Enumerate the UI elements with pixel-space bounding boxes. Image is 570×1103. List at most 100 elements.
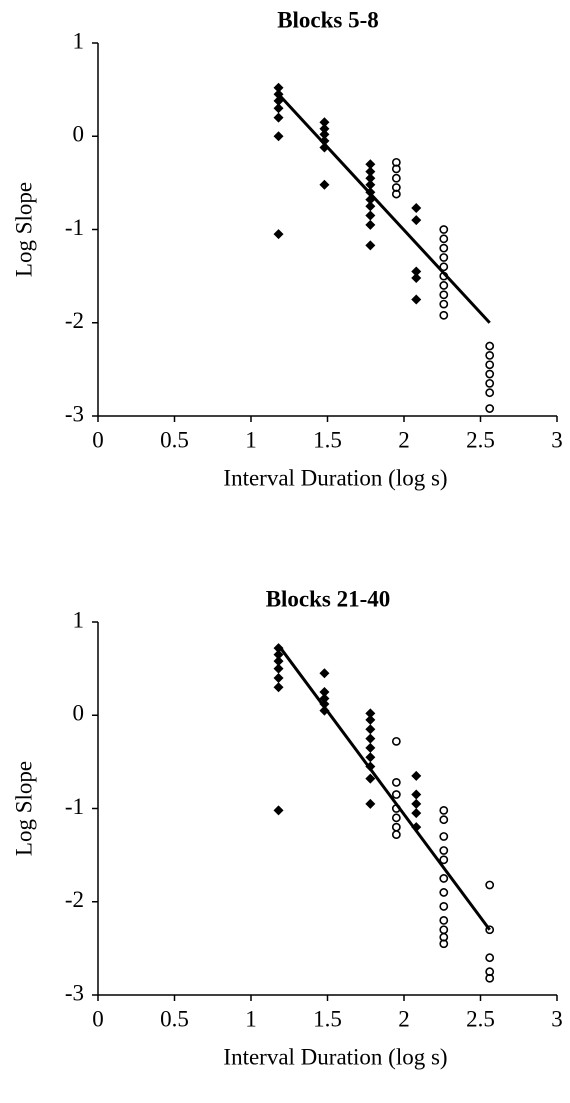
diamond-point xyxy=(411,770,422,781)
x-tick-label: 0 xyxy=(92,427,104,452)
diamond-point xyxy=(319,129,330,140)
diamond-point xyxy=(365,798,376,809)
x-tick-label: 1.5 xyxy=(313,1006,342,1031)
y-tick-label: -2 xyxy=(65,887,84,912)
diamond-point xyxy=(319,668,330,679)
diamond-point xyxy=(273,82,284,93)
circle-point xyxy=(485,880,495,890)
diamond-point xyxy=(273,672,284,683)
diamond-point xyxy=(411,789,422,800)
circle-point xyxy=(439,310,449,320)
diamond-point xyxy=(273,656,284,667)
circle-point xyxy=(439,290,449,300)
x-tick-label: 1 xyxy=(245,427,257,452)
fit-line xyxy=(277,644,491,931)
circle-point xyxy=(439,225,449,234)
diamond-point xyxy=(411,822,422,833)
y-tick-label: -3 xyxy=(65,980,84,1005)
circle-point xyxy=(391,164,401,174)
diamond-point xyxy=(411,294,422,305)
diamond-point xyxy=(411,266,422,277)
circle-point xyxy=(439,874,449,883)
diamond-point xyxy=(365,742,376,753)
diamond-point xyxy=(365,219,376,230)
diamond-point xyxy=(319,117,330,128)
y-tick-label: 0 xyxy=(73,122,85,147)
y-tick-label: -1 xyxy=(65,215,84,240)
diamond-point xyxy=(319,135,330,146)
diamond-point xyxy=(319,686,330,697)
diamond-point xyxy=(319,705,330,716)
diamond-point xyxy=(365,210,376,221)
x-tick-label: 0.5 xyxy=(160,427,189,452)
diamond-point xyxy=(411,798,422,809)
circle-point xyxy=(391,822,401,832)
chart-title: Blocks 21-40 xyxy=(266,586,391,611)
x-tick-label: 2.5 xyxy=(466,1006,495,1031)
x-tick-label: 3 xyxy=(551,1006,563,1031)
circle-point xyxy=(485,341,495,351)
diamond-point xyxy=(273,805,284,816)
diamond-point xyxy=(365,761,376,772)
circle-point xyxy=(439,805,449,815)
diamond-point xyxy=(365,166,376,177)
circle-point xyxy=(439,855,449,865)
diamond-point xyxy=(319,123,330,134)
circle-point xyxy=(439,271,449,281)
diamond-point xyxy=(273,112,284,123)
chart-title: Blocks 5-8 xyxy=(277,7,379,32)
y-axis-label: Log Slope xyxy=(11,182,36,277)
circle-point xyxy=(391,790,401,799)
circle-point xyxy=(485,350,495,360)
diamond-point xyxy=(365,733,376,744)
x-tick-label: 1 xyxy=(245,1006,257,1031)
diamond-point xyxy=(365,773,376,784)
diamond-point xyxy=(365,724,376,735)
y-tick-label: 1 xyxy=(73,28,85,53)
circle-point xyxy=(439,253,449,262)
circle-point xyxy=(485,925,495,935)
diamond-point xyxy=(365,201,376,212)
x-axis-label: Interval Duration (log s) xyxy=(223,1044,447,1069)
circle-point xyxy=(485,388,495,398)
diamond-point xyxy=(365,194,376,205)
diamond-point xyxy=(411,215,422,226)
x-tick-label: 2 xyxy=(398,427,410,452)
y-tick-label: -3 xyxy=(65,401,84,426)
x-tick-label: 2 xyxy=(398,1006,410,1031)
circle-point xyxy=(439,234,449,244)
diamond-point xyxy=(411,272,422,283)
circle-point xyxy=(391,173,401,183)
circle-point xyxy=(391,804,401,813)
diamond-point xyxy=(365,708,376,719)
circle-point xyxy=(391,777,401,787)
circle-point xyxy=(439,281,449,290)
diamond-point xyxy=(273,89,284,100)
diamond-point xyxy=(319,693,330,704)
diamond-point xyxy=(319,699,330,710)
diamond-point xyxy=(365,187,376,198)
circle-point xyxy=(391,736,401,746)
circle-point xyxy=(391,830,401,840)
circle-point xyxy=(439,815,449,825)
diamond-point xyxy=(365,714,376,725)
diamond-point xyxy=(273,95,284,106)
diamond-point xyxy=(273,663,284,674)
x-tick-label: 3 xyxy=(551,427,563,452)
circle-point xyxy=(485,378,495,388)
circle-point xyxy=(439,925,449,935)
diamond-point xyxy=(365,240,376,251)
diamond-point xyxy=(365,752,376,763)
circle-point xyxy=(485,404,495,413)
circle-point xyxy=(485,973,495,983)
y-tick-label: 1 xyxy=(73,607,85,632)
circle-point xyxy=(439,888,449,897)
circle-point xyxy=(485,360,495,370)
x-tick-label: 1.5 xyxy=(313,427,342,452)
circle-point xyxy=(485,953,495,963)
x-axis-label: Interval Duration (log s) xyxy=(223,465,447,490)
circle-point xyxy=(439,902,449,911)
diamond-point xyxy=(273,682,284,693)
circle-point xyxy=(439,939,449,949)
